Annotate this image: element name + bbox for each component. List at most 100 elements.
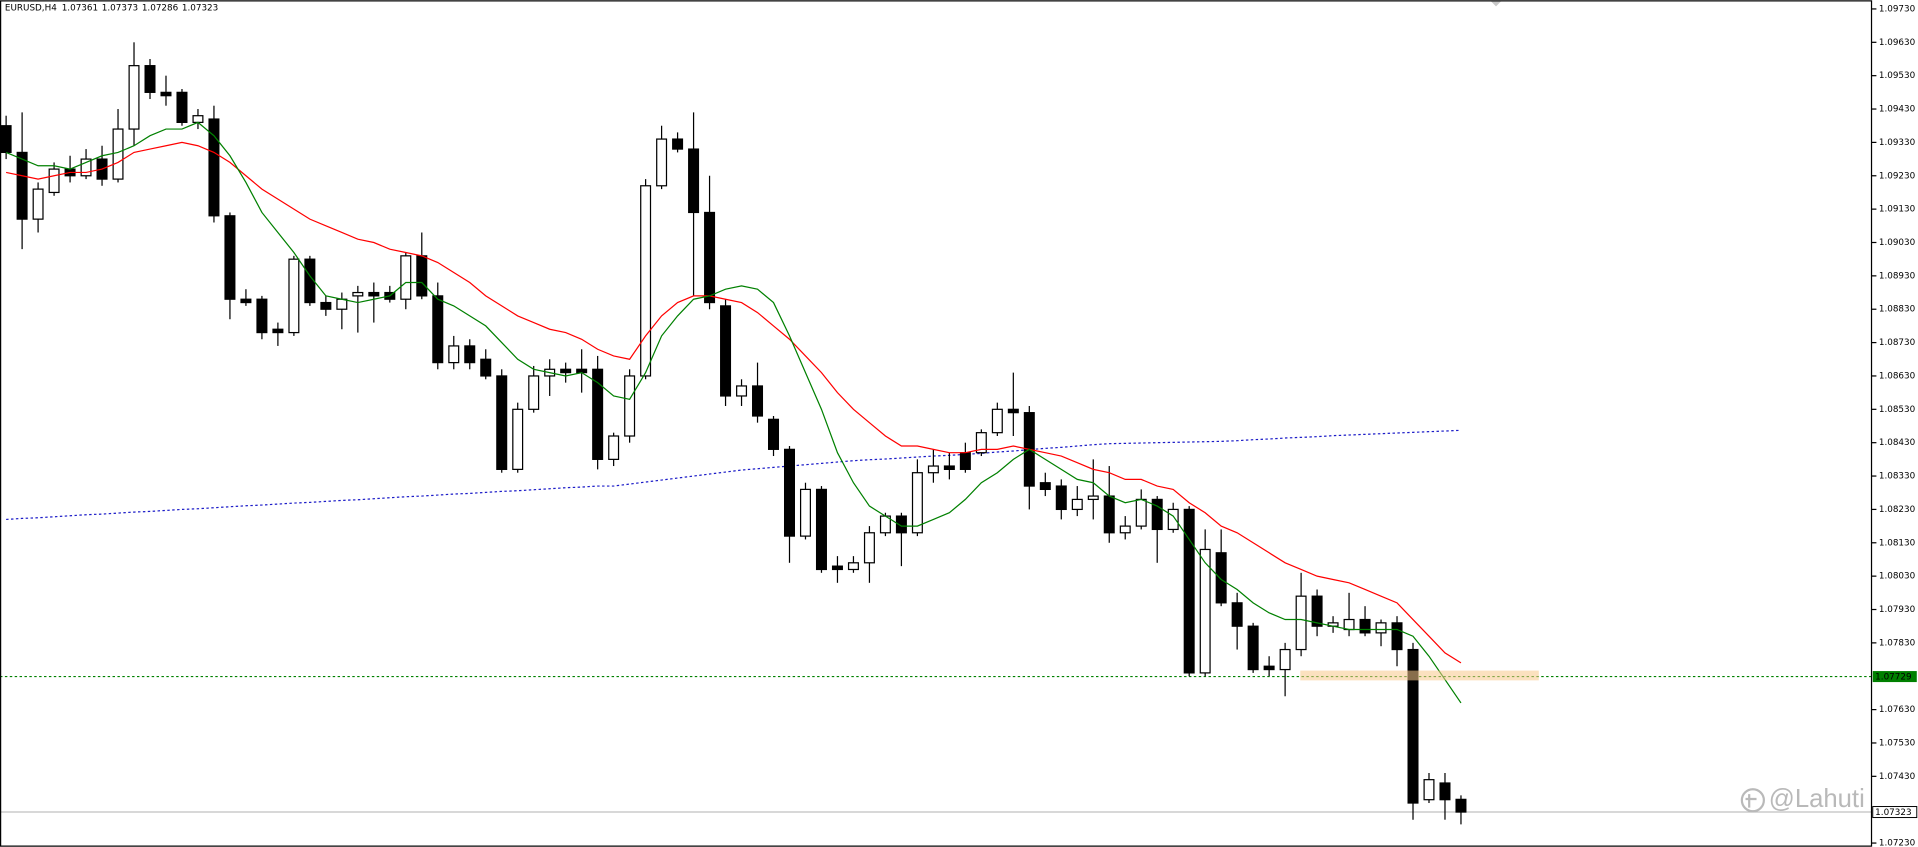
candle-body: [1359, 618, 1371, 634]
y-tick-label: 1.09330: [1879, 138, 1916, 148]
candle-body: [1199, 548, 1211, 674]
bid-label-box: [1872, 806, 1918, 819]
candle-body: [975, 432, 987, 454]
watermark: @Lahuti: [1769, 785, 1865, 813]
candle-body: [1103, 495, 1115, 534]
candle-body: [496, 375, 508, 470]
y-tick-label: 1.08130: [1879, 538, 1916, 548]
candle-body: [1439, 782, 1451, 801]
bid-label: 1.07323: [1875, 808, 1911, 818]
plot-border: [0, 0, 1873, 847]
candle-body: [1071, 498, 1083, 511]
candle-body: [240, 298, 252, 304]
candle-body: [128, 65, 140, 130]
y-tick-label: 1.08930: [1879, 271, 1916, 281]
candle-body: [783, 448, 796, 537]
candle-body: [16, 151, 28, 220]
moving-average: [5, 121, 1462, 704]
candle-body: [80, 158, 92, 177]
level-label: 1.07729: [1875, 672, 1911, 682]
last-close: 1.07323: [182, 3, 218, 13]
candle-body: [736, 385, 748, 397]
y-tick-label: 1.08330: [1879, 472, 1916, 482]
candle-body: [1039, 482, 1051, 491]
candle-body: [448, 345, 460, 364]
moving-average: [5, 141, 1462, 664]
candle-body: [1343, 618, 1355, 631]
last-low: 1.07286: [142, 3, 179, 13]
icon-glyph: [1745, 794, 1757, 808]
candle-body: [256, 298, 268, 334]
candle-body: [512, 408, 524, 470]
candle-body: [480, 358, 492, 377]
y-tick-label: 1.09730: [1879, 4, 1916, 14]
candle-body: [336, 298, 348, 310]
candle-body: [1263, 665, 1275, 671]
candle-body: [1007, 408, 1019, 414]
candle-body: [1231, 602, 1243, 627]
highlight-zone: [1300, 670, 1539, 681]
y-tick-label: 1.07530: [1879, 738, 1916, 748]
candle-body: [208, 118, 220, 217]
candle-body: [48, 168, 60, 194]
candle-body: [288, 258, 300, 334]
candle-body: [863, 532, 875, 564]
candle-body: [1215, 552, 1227, 604]
candle-body: [176, 91, 188, 123]
shift-marker: [1491, 1, 1501, 7]
y-tick-label: 1.07830: [1879, 638, 1916, 648]
y-tick-label: 1.08730: [1879, 338, 1916, 348]
candle-body: [624, 375, 636, 437]
y-tick-label: 1.07430: [1879, 772, 1916, 782]
last-high: 1.07373: [102, 3, 138, 13]
moving-average: [6, 429, 1461, 521]
candle-body: [320, 301, 332, 310]
y-tick-label: 1.09030: [1879, 238, 1916, 248]
candle-body: [608, 435, 620, 460]
y-tick-label: 1.09130: [1879, 205, 1916, 215]
candle-body: [1311, 595, 1323, 627]
y-tick-label: 1.09230: [1879, 171, 1916, 181]
candle-body: [1055, 485, 1067, 511]
candle-body: [352, 291, 364, 297]
candle-body: [799, 488, 811, 537]
candle-body: [528, 375, 540, 410]
candle-body: [464, 345, 476, 364]
candle-body: [32, 188, 44, 220]
candle-body: [1375, 622, 1387, 634]
candle-body: [831, 565, 843, 571]
level-label-box: [1872, 671, 1917, 683]
last-open: 1.07361: [62, 3, 98, 13]
candle-body: [815, 488, 827, 571]
candle-body: [0, 125, 12, 154]
candle-body: [927, 465, 939, 474]
candle-body: [192, 115, 204, 123]
y-tick-label: 1.07930: [1879, 605, 1916, 615]
candle-body: [112, 128, 124, 180]
candle-body: [895, 515, 907, 534]
candle-body: [959, 452, 971, 470]
candle-body: [752, 385, 764, 417]
chart-title: EURUSD,H4 1.07361 1.07373 1.07286 1.07323: [5, 3, 218, 13]
y-tick-label: 1.08830: [1879, 305, 1916, 315]
candle-body: [991, 408, 1003, 434]
y-tick-label: 1.07630: [1879, 705, 1916, 715]
candle-body: [560, 368, 572, 374]
candle-body: [1295, 595, 1307, 651]
icon-circle: [1740, 788, 1765, 813]
candle-body: [144, 65, 156, 93]
y-tick-label: 1.08530: [1879, 405, 1916, 415]
candle-body: [720, 305, 732, 397]
watermark-icon: [1740, 788, 1765, 813]
y-tick-label: 1.08430: [1879, 438, 1916, 448]
y-tick-label: 1.08230: [1879, 505, 1916, 515]
candle-body: [768, 418, 780, 450]
y-tick-label: 1.08630: [1879, 371, 1916, 381]
candle-body: [704, 211, 716, 304]
y-tick-label: 1.07230: [1879, 839, 1916, 847]
candle-body: [1423, 779, 1435, 801]
candle-body: [656, 138, 668, 187]
candle-body: [1151, 498, 1163, 531]
